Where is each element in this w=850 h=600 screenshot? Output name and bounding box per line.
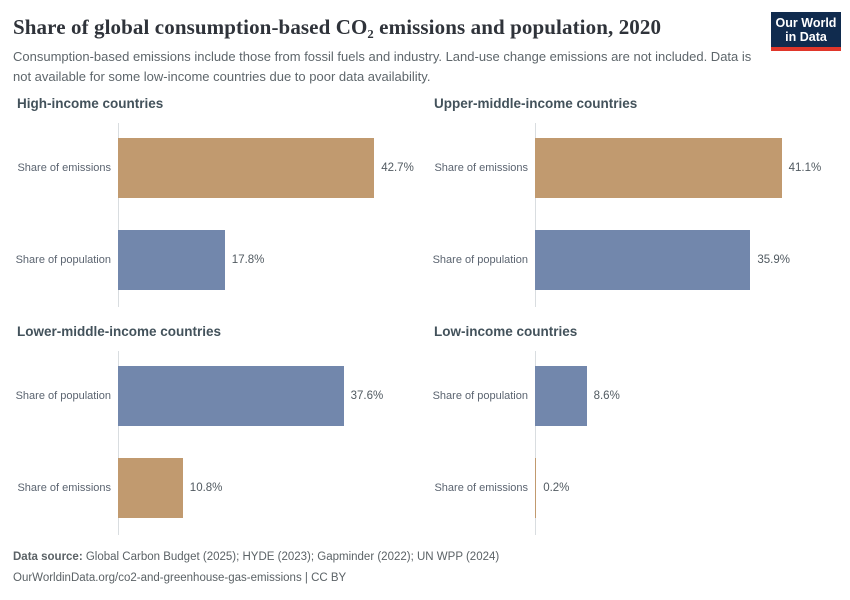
population-bar (118, 230, 225, 290)
y-axis-line (535, 351, 536, 535)
value-label: 17.8% (231, 254, 265, 266)
bar-track: 8.6% (535, 366, 847, 426)
bar-track: 10.8% (118, 458, 430, 518)
bar-chart: Share of emissions 42.7% Share of popula… (13, 123, 430, 307)
bar-row: Share of population 17.8% (13, 230, 430, 290)
bar-row: Share of emissions 10.8% (13, 458, 430, 518)
panel-upper-middle-income: Upper-middle-income countries Share of e… (430, 95, 847, 307)
data-source-text: Global Carbon Budget (2025); HYDE (2023)… (82, 551, 500, 563)
row-label: Share of population (15, 253, 111, 266)
panel-title: Upper-middle-income countries (434, 96, 638, 111)
population-bar (118, 366, 344, 426)
y-axis-line (118, 351, 119, 535)
population-bar (535, 230, 751, 290)
chart-header: Share of global consumption-based CO₂ em… (13, 0, 841, 87)
bar-row: Share of population 37.6% (13, 366, 430, 426)
bar-chart: Share of population 8.6% Share of emissi… (430, 351, 847, 535)
chart-footer: Data source: Global Carbon Budget (2025)… (13, 547, 499, 589)
value-label: 41.1% (788, 162, 822, 174)
emissions-bar (535, 138, 782, 198)
row-label: Share of population (15, 389, 111, 402)
bar-track: 35.9% (535, 230, 847, 290)
panel-title: High-income countries (17, 96, 164, 111)
bar-row: Share of emissions 42.7% (13, 138, 430, 198)
chart-title: Share of global consumption-based CO₂ em… (13, 15, 662, 39)
panel-title: Lower-middle-income countries (17, 324, 222, 339)
data-source-label: Data source: (13, 551, 83, 563)
row-label: Share of population (432, 389, 528, 402)
bar-row: Share of emissions 0.2% (430, 458, 847, 518)
row-label: Share of emissions (17, 481, 111, 494)
row-label: Share of population (432, 253, 528, 266)
bar-track: 0.2% (535, 458, 847, 518)
value-label: 10.8% (189, 482, 223, 494)
bar-row: Share of population 35.9% (430, 230, 847, 290)
emissions-bar (118, 458, 183, 518)
owid-logo: Our World in Data (771, 12, 841, 51)
value-label: 42.7% (381, 162, 414, 174)
bar-chart: Share of population 37.6% Share of emiss… (13, 351, 430, 535)
value-label: 35.9% (757, 254, 790, 266)
row-label: Share of emissions (434, 161, 528, 174)
emissions-bar (535, 458, 537, 518)
bar-track: 37.6% (118, 366, 430, 426)
owid-logo-line2: in Data (785, 30, 827, 44)
population-bar (535, 366, 587, 426)
emissions-bar (118, 138, 375, 198)
panel-lower-middle-income: Lower-middle-income countries Share of p… (13, 323, 430, 535)
chart-subtitle: Consumption-based emissions include thos… (13, 49, 752, 84)
row-label: Share of emissions (17, 161, 111, 174)
data-source-line: Data source: Global Carbon Budget (2025)… (13, 547, 499, 568)
y-axis-line (535, 123, 536, 307)
panel-high-income: High-income countries Share of emissions… (13, 95, 430, 307)
value-label: 37.6% (350, 390, 384, 402)
panel-title: Low-income countries (434, 324, 578, 339)
bar-chart: Share of emissions 41.1% Share of popula… (430, 123, 847, 307)
value-label: 0.2% (543, 482, 570, 494)
value-label: 8.6% (593, 390, 620, 402)
citation-line: OurWorldinData.org/co2-and-greenhouse-ga… (13, 572, 347, 584)
bar-row: Share of emissions 41.1% (430, 138, 847, 198)
panel-low-income: Low-income countries Share of population… (430, 323, 847, 535)
owid-logo-line1: Our World (775, 16, 837, 30)
facet-panels: High-income countries Share of emissions… (13, 95, 847, 535)
row-label: Share of emissions (434, 481, 528, 494)
bar-track: 17.8% (118, 230, 430, 290)
bar-track: 41.1% (535, 138, 847, 198)
bar-row: Share of population 8.6% (430, 366, 847, 426)
bar-track: 42.7% (118, 138, 430, 198)
y-axis-line (118, 123, 119, 307)
